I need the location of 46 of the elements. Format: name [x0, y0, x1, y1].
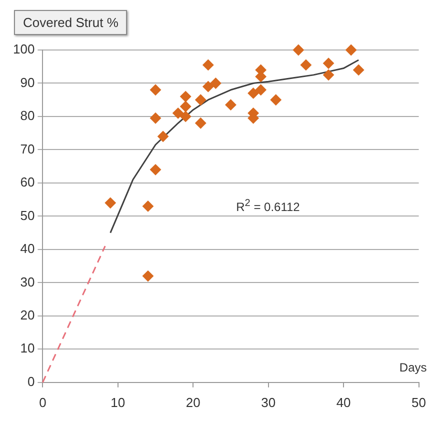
annotation: R$^{2}$ = 0.6112 [236, 198, 300, 214]
y-tick-label: 80 [20, 108, 35, 124]
point [150, 112, 162, 124]
point [210, 78, 222, 89]
point [248, 88, 259, 99]
y-tick-label: 10 [20, 340, 35, 356]
point [158, 130, 169, 142]
point [292, 44, 304, 56]
point [225, 99, 236, 110]
y-tick-label: 50 [20, 208, 35, 223]
chart-title: Covered Strut % [14, 10, 128, 35]
point [195, 118, 206, 129]
point [180, 91, 192, 102]
point [142, 270, 154, 282]
point [323, 69, 334, 80]
point [202, 59, 214, 70]
x-axis-title: Days [399, 360, 427, 375]
x-tick-label: 10 [110, 394, 126, 410]
x-tick-label: 30 [261, 394, 276, 410]
point [195, 94, 206, 106]
point [353, 64, 364, 76]
y-tick-label: 30 [20, 274, 35, 290]
x-tick-label: 0 [39, 394, 46, 410]
x-tick-label: 20 [186, 394, 200, 410]
point [180, 110, 192, 122]
point [150, 84, 162, 96]
point [270, 94, 282, 106]
x-tick-label: 50 [412, 394, 426, 410]
y-tick-label: 60 [20, 174, 35, 190]
point [150, 164, 162, 176]
y-tick-label: 90 [20, 74, 35, 90]
y-tick-label: 40 [20, 241, 35, 256]
y-tick-label: 20 [20, 308, 35, 322]
y-tick-label: 100 [12, 42, 35, 57]
point [300, 59, 312, 70]
point [142, 200, 154, 212]
point [180, 101, 192, 112]
point [346, 44, 357, 56]
x-tick-label: 40 [336, 394, 351, 410]
point [172, 108, 184, 119]
point [323, 58, 334, 69]
y-tick-label: 70 [20, 141, 35, 156]
point [202, 81, 214, 92]
point [255, 84, 266, 96]
point [104, 197, 116, 208]
y-tick-label: 0 [27, 374, 35, 389]
